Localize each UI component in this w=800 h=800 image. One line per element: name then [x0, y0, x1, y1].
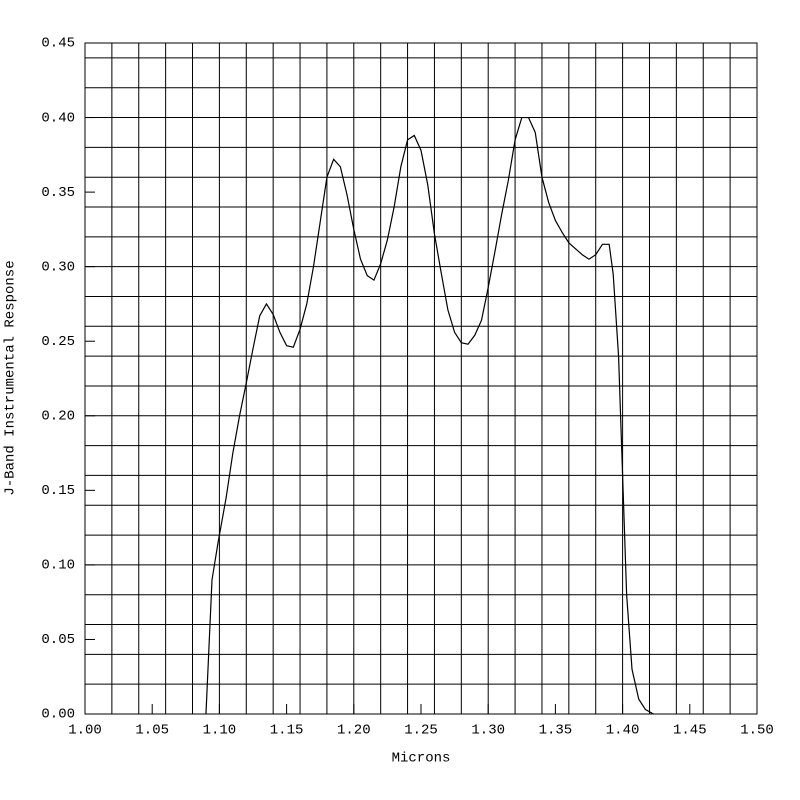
y-axis-label: J-Band Instrumental Response	[3, 260, 19, 495]
y-tick-label: 0.05	[41, 632, 75, 648]
y-tick-label: 0.40	[41, 110, 75, 126]
x-tick-label: 1.20	[337, 723, 371, 739]
x-tick-label: 1.00	[68, 723, 102, 739]
x-tick-label: 1.35	[539, 723, 573, 739]
x-tick-label: 1.40	[606, 723, 640, 739]
plot-frame	[84, 42, 758, 715]
data-line	[205, 116, 654, 715]
x-tick-label: 1.05	[135, 723, 169, 739]
y-tick-label: 0.15	[41, 483, 75, 499]
y-tick-label: 0.25	[41, 334, 75, 350]
x-tick-label: 1.15	[270, 723, 304, 739]
y-tick-label: 0.00	[41, 707, 75, 723]
x-tick-label: 1.30	[471, 723, 505, 739]
y-tick-label: 0.30	[41, 259, 75, 275]
y-tick-label: 0.35	[41, 185, 75, 201]
x-tick-label: 1.50	[740, 723, 774, 739]
y-tick-label: 0.10	[41, 558, 75, 574]
y-tick-label: 0.45	[41, 36, 75, 52]
x-tick-label: 1.25	[404, 723, 438, 739]
x-tick-label: 1.45	[673, 723, 707, 739]
x-axis-label: Microns	[392, 751, 451, 767]
x-tick-label: 1.10	[203, 723, 237, 739]
y-tick-label: 0.20	[41, 408, 75, 424]
